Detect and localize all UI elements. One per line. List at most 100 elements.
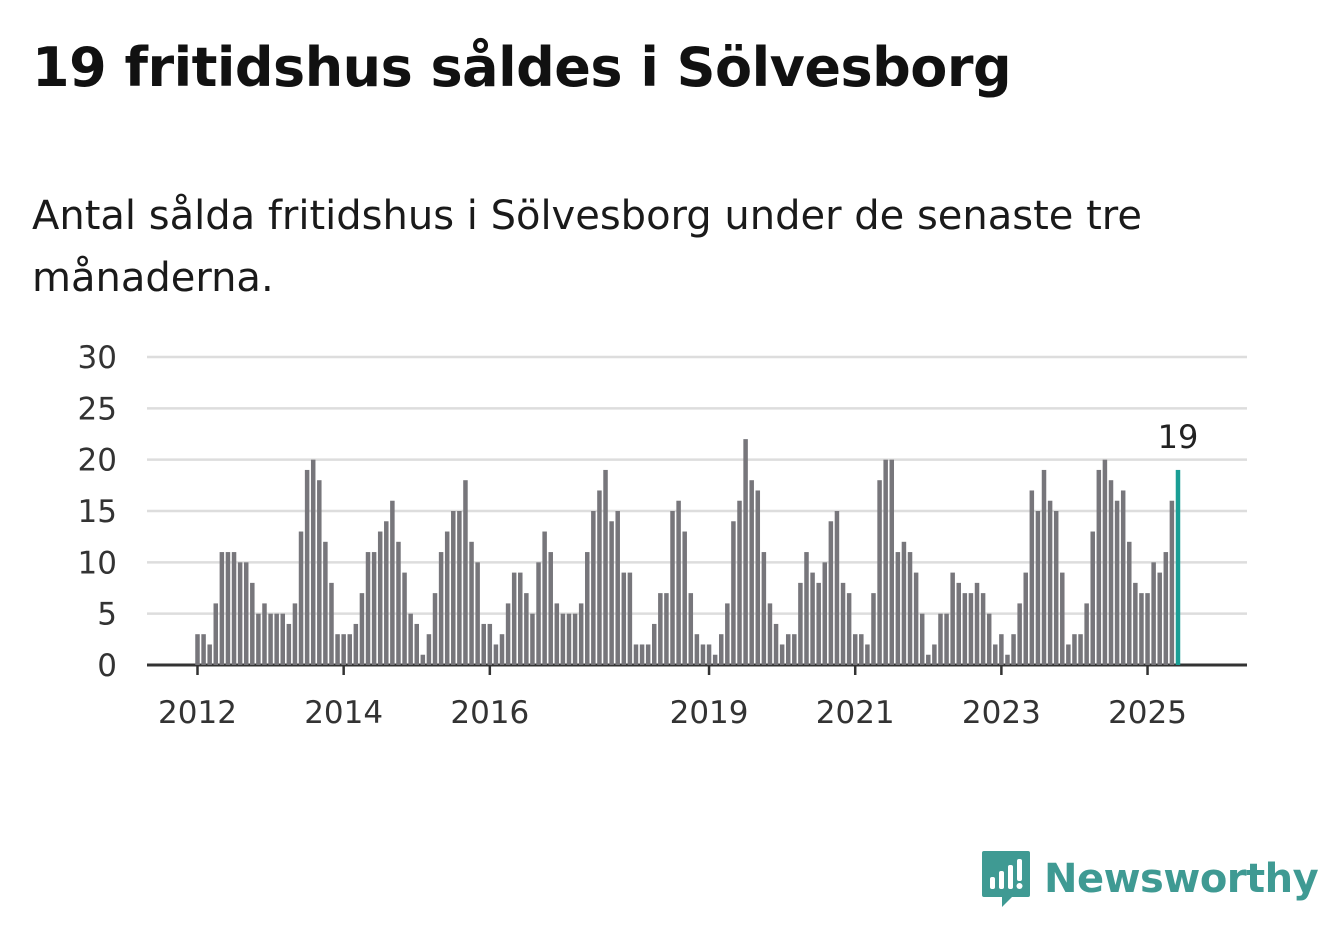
bar xyxy=(438,552,444,665)
bar xyxy=(932,644,937,665)
bar xyxy=(1084,603,1089,665)
bar xyxy=(268,613,273,665)
bar xyxy=(779,644,785,665)
bar xyxy=(1151,562,1156,665)
bar xyxy=(1127,541,1132,665)
bar xyxy=(871,593,876,665)
bar xyxy=(1133,582,1138,665)
bar xyxy=(201,634,206,665)
bar xyxy=(554,603,560,665)
bar xyxy=(1090,531,1095,665)
y-axis-ticks: 0 5 10 15 20 25 30 xyxy=(78,340,117,684)
bar xyxy=(542,531,547,665)
bar xyxy=(603,469,608,665)
bar xyxy=(572,613,578,665)
bar xyxy=(1011,634,1016,665)
bar xyxy=(700,644,706,665)
bar xyxy=(1108,480,1114,665)
bar xyxy=(682,531,687,665)
bar xyxy=(359,593,365,665)
bar xyxy=(1005,654,1010,665)
bar xyxy=(639,644,645,665)
bar xyxy=(384,521,389,665)
bar xyxy=(907,552,913,665)
bar xyxy=(292,603,298,665)
annotations: 19 xyxy=(1158,418,1199,456)
bar xyxy=(1145,593,1150,665)
x-tick-label: 2019 xyxy=(670,695,749,731)
bar xyxy=(676,500,681,665)
bar xyxy=(219,552,225,665)
bar xyxy=(323,541,328,665)
bar xyxy=(919,613,925,665)
bar xyxy=(1169,500,1175,665)
bar xyxy=(243,562,249,665)
bar xyxy=(329,582,334,665)
bar xyxy=(317,480,322,665)
bar xyxy=(597,490,602,665)
bar xyxy=(834,511,840,665)
bar xyxy=(390,500,395,665)
bar xyxy=(1157,572,1162,665)
bar xyxy=(926,654,931,665)
bar xyxy=(773,623,779,665)
bar xyxy=(505,603,511,665)
bar xyxy=(658,593,663,665)
y-tick-label: 5 xyxy=(97,597,117,633)
bar xyxy=(670,511,675,665)
x-axis-ticks: 2012 2014 2016 2019 2021 2023 2025 xyxy=(158,665,1187,731)
bar xyxy=(195,634,200,665)
bar xyxy=(463,480,468,665)
bar xyxy=(731,521,736,665)
bar xyxy=(469,541,474,665)
bar xyxy=(749,480,754,665)
bar xyxy=(396,541,401,665)
bar xyxy=(310,459,316,665)
bar-highlight xyxy=(1175,469,1181,665)
bar xyxy=(420,654,426,665)
bar xyxy=(962,593,968,665)
y-tick-label: 20 xyxy=(78,443,117,479)
bar xyxy=(518,572,523,665)
newsworthy-logo-text: Newsworthy xyxy=(1044,856,1319,902)
bar xyxy=(511,572,517,665)
bar xyxy=(347,634,352,665)
bar xyxy=(767,603,773,665)
bar xyxy=(444,531,450,665)
bar xyxy=(785,634,791,665)
bar xyxy=(1017,603,1022,665)
bar xyxy=(986,613,992,665)
bar xyxy=(377,531,383,665)
y-tick-label: 25 xyxy=(78,391,117,427)
bar xyxy=(938,613,943,665)
bar xyxy=(737,500,742,665)
bar xyxy=(566,613,572,665)
bar xyxy=(627,572,633,665)
x-tick-label: 2014 xyxy=(304,695,383,731)
newsworthy-logo: Newsworthy xyxy=(980,849,1319,909)
bar xyxy=(652,623,657,665)
highlight-value-label: 19 xyxy=(1158,418,1199,456)
y-tick-label: 0 xyxy=(97,648,117,684)
newsworthy-logo-icon xyxy=(982,851,1030,907)
bar xyxy=(956,582,961,665)
bar xyxy=(280,613,286,665)
bar xyxy=(633,644,639,665)
x-tick-label: 2012 xyxy=(158,695,237,731)
bar xyxy=(694,634,700,665)
bar xyxy=(560,613,566,665)
bar xyxy=(743,439,748,665)
bar xyxy=(846,593,852,665)
y-tick-label: 15 xyxy=(78,494,117,530)
bar xyxy=(944,613,949,665)
bar xyxy=(487,623,493,665)
x-tick-label: 2016 xyxy=(450,695,529,731)
bar xyxy=(816,582,821,665)
bar xyxy=(274,613,279,665)
bar xyxy=(365,552,371,665)
bar xyxy=(524,593,529,665)
bar xyxy=(371,552,377,665)
bar xyxy=(999,634,1004,665)
bar xyxy=(706,644,712,665)
bar xyxy=(591,511,596,665)
